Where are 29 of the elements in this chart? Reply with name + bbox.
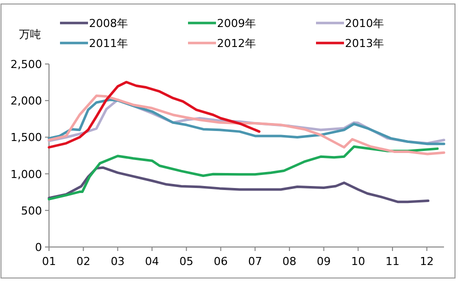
legend-label: 2010年: [345, 17, 384, 30]
x-tick-label: 05: [179, 255, 194, 268]
x-tick-label: 01: [42, 255, 56, 268]
line-series: [48, 80, 260, 149]
legend-label: 2009年: [217, 17, 256, 30]
x-tick-label: 09: [316, 255, 331, 268]
line-series: [48, 166, 430, 204]
legend-label: 2012年: [217, 37, 256, 50]
y-tick-label: 2,000: [10, 94, 42, 108]
legend-label: 2013年: [345, 37, 384, 50]
x-tick-label: 08: [282, 255, 296, 268]
x-tick-label: 03: [110, 255, 125, 268]
legend-label: 2011年: [89, 37, 128, 50]
x-tick-label: 07: [248, 255, 262, 268]
x-tick-label: 10: [351, 255, 366, 268]
line-series: [48, 94, 446, 156]
x-tick-label: 11: [385, 255, 400, 268]
x-tick-label: 06: [214, 255, 228, 268]
y-tick-label: 500: [21, 204, 42, 218]
line-series: [48, 145, 439, 200]
y-tick-label: 2,500: [10, 58, 42, 71]
y-tick-label: 0: [35, 241, 42, 254]
x-tick-label: 02: [76, 255, 90, 268]
y-axis-title: 万吨: [19, 28, 41, 41]
x-tick-label: 12: [420, 255, 434, 268]
legend-label: 2008年: [89, 17, 128, 30]
y-tick-label: 1,000: [10, 168, 42, 181]
x-tick-label: 04: [145, 255, 160, 268]
y-tick-label: 1,500: [10, 131, 42, 144]
